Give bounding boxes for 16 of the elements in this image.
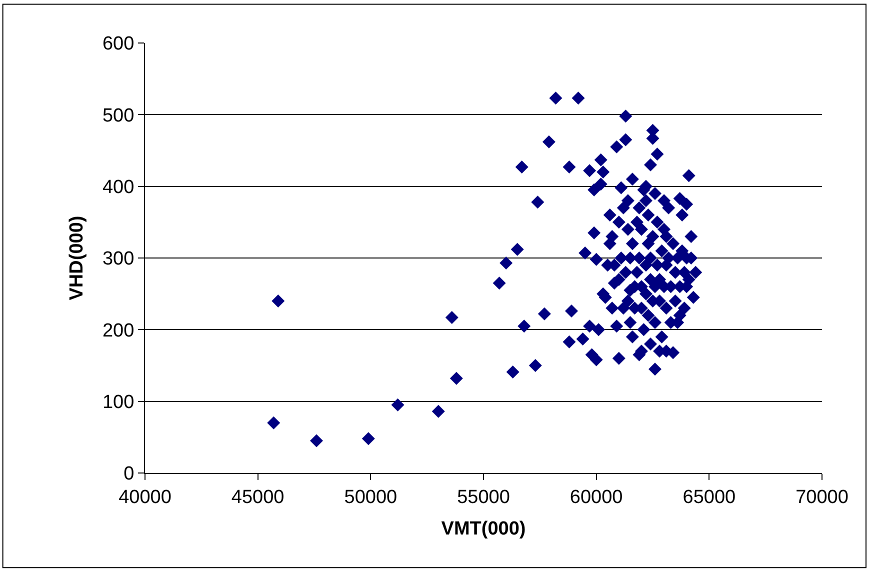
x-tick-label: 70000 [796, 486, 848, 508]
y-axis-title: VHD(000) [66, 216, 88, 300]
x-tick-label: 55000 [457, 486, 510, 508]
x-tick-label: 45000 [231, 486, 284, 508]
y-tick-label: 100 [102, 392, 134, 413]
x-axis-title: VMT(000) [441, 518, 526, 540]
y-tick-label: 0 [124, 464, 134, 485]
y-tick-label: 200 [102, 320, 134, 342]
x-tick-label: 40000 [118, 486, 172, 508]
y-tick-label: 400 [102, 176, 134, 198]
y-tick-label: 300 [102, 248, 134, 270]
y-tick-label: 600 [102, 34, 134, 55]
x-tick-label: 60000 [570, 486, 623, 508]
x-tick-label: 50000 [344, 486, 398, 508]
x-tick-label: 65000 [682, 486, 736, 508]
y-tick-label: 500 [102, 105, 134, 126]
